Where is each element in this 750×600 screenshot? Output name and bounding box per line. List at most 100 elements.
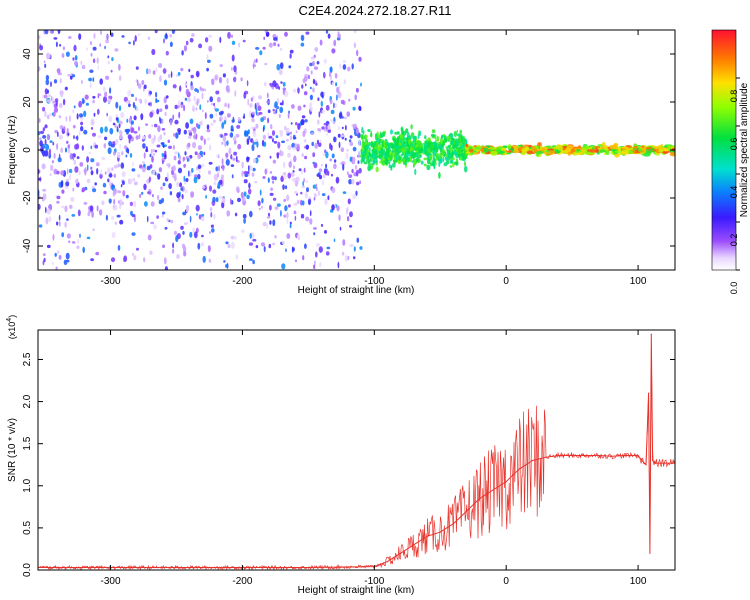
spectrogram-cell (257, 200, 261, 207)
spectrogram-cell (246, 138, 250, 145)
spectrogram-cell (38, 177, 42, 181)
spectrogram-cell (236, 124, 241, 129)
spectrogram-cell (489, 150, 498, 156)
spectrogram-cell (342, 191, 347, 195)
spectrogram-cell (161, 213, 164, 218)
spectrogram-cell (114, 139, 118, 145)
spectrogram-y-axis-label: Frequency (Hz) (7, 116, 18, 185)
spectrogram-cell (609, 144, 617, 150)
spectrogram-cell (278, 86, 280, 90)
spectrogram-cell (506, 152, 512, 155)
spectrogram-cell (273, 37, 278, 41)
spectrogram-cell (150, 221, 155, 225)
spectrogram-cell (227, 31, 231, 39)
spectrogram-cell (187, 142, 191, 148)
spectrogram-cell (214, 74, 219, 81)
snr-x-axis-label: Height of straight line (km) (298, 585, 415, 596)
spectrogram-cell (282, 184, 285, 190)
spectrogram-cell (482, 147, 489, 153)
spectrogram-cell (282, 87, 287, 91)
spectrogram-cell (238, 42, 241, 48)
spectrogram-cell (183, 251, 187, 257)
spectrogram-cell (318, 111, 321, 118)
spectrogram-cell (367, 160, 371, 165)
spectrogram-cell (67, 144, 71, 149)
spectrogram-cell (226, 140, 229, 146)
spectrogram-cell (359, 180, 361, 185)
spectrogram-cell (427, 152, 432, 156)
spectrogram-cell (286, 218, 289, 225)
spectrogram-cell (52, 141, 55, 146)
spectrogram-cell (297, 105, 302, 111)
spectrogram-cell (345, 152, 349, 160)
spectrogram-cell (378, 138, 382, 143)
spectrogram-cell (60, 147, 64, 153)
spectrogram-cell (279, 131, 283, 138)
snr-point (637, 454, 639, 457)
spectrogram-cell (301, 153, 304, 157)
spectrogram-cell (345, 124, 347, 131)
spectrogram-cell (45, 144, 50, 151)
spectrogram-cell (290, 131, 292, 135)
spectrogram-cell (289, 135, 293, 141)
spectrogram-cell (287, 112, 290, 119)
spectrogram-cell (331, 48, 336, 54)
spectrogram-cell (128, 117, 132, 124)
spectrogram-cell (285, 127, 290, 134)
spectrogram-cell (274, 206, 279, 210)
spectrogram-cell (446, 135, 451, 140)
spectrogram-cell (151, 155, 154, 163)
spectrogram-cell (658, 149, 664, 153)
spectrogram-cell (159, 75, 162, 83)
spectrogram-cell (162, 182, 166, 187)
spectrogram-cell (147, 68, 152, 74)
spectrogram-cell (172, 248, 175, 254)
spectrogram-cell (211, 228, 215, 233)
snr-y-axis-label: SNR (10 * v/v) (7, 418, 18, 482)
spectrogram-cell (136, 247, 139, 251)
spectrogram-cell (197, 164, 202, 169)
spectrogram-cell (296, 234, 300, 239)
spectrogram-cell (667, 145, 671, 149)
snr-point (400, 552, 402, 554)
spectrogram-cell (160, 142, 165, 145)
spectrogram-cell (337, 91, 340, 94)
snr-panel: -300 -200 -100 0 100 0.0 0.5 1.0 1.5 2.0 2.5 Heig… (6, 315, 676, 596)
spectrogram-cell (451, 154, 454, 158)
spectrogram-cell (92, 77, 95, 82)
spectrogram-cell (90, 145, 93, 150)
spectrogram-cell (126, 118, 129, 123)
spectrogram-cell (181, 243, 186, 249)
spectrogram-cell (251, 111, 255, 115)
spectrogram-cell (194, 151, 198, 155)
spectrogram-cell (447, 145, 450, 149)
spectrogram-cell (340, 116, 344, 119)
colorbar-label: Normalized spectral amplitude (739, 82, 750, 217)
snr-point (175, 566, 178, 569)
spectrogram-cell (300, 199, 303, 206)
spectrogram-cell (326, 132, 328, 136)
spectrogram-cell (42, 135, 47, 139)
spectrogram-cell (262, 176, 266, 179)
spectrogram-cell (161, 128, 166, 131)
spectrogram-cell (200, 87, 204, 92)
spectrogram-cell (207, 245, 211, 253)
spectrogram-cell (48, 216, 52, 223)
spectrogram-cell (268, 135, 273, 139)
spectrogram-cell (362, 130, 365, 135)
spectrogram-cell (314, 47, 319, 52)
snr-point (307, 566, 309, 569)
spectrogram-cell (109, 87, 112, 94)
spectrogram-cell (338, 141, 341, 149)
spectrogram-cell (60, 205, 65, 209)
spectrogram-cell (214, 108, 219, 112)
spectrogram-cell (118, 105, 122, 112)
spectrogram-cell (92, 99, 95, 104)
spectrogram-cell (288, 161, 292, 168)
spectrogram-cell (41, 149, 45, 155)
spectrogram-cell (183, 222, 188, 225)
spectrogram-cell (348, 139, 352, 143)
spectrogram-cell (200, 216, 205, 222)
spectrogram-cell (305, 144, 310, 150)
spectrogram-cell (73, 135, 75, 140)
